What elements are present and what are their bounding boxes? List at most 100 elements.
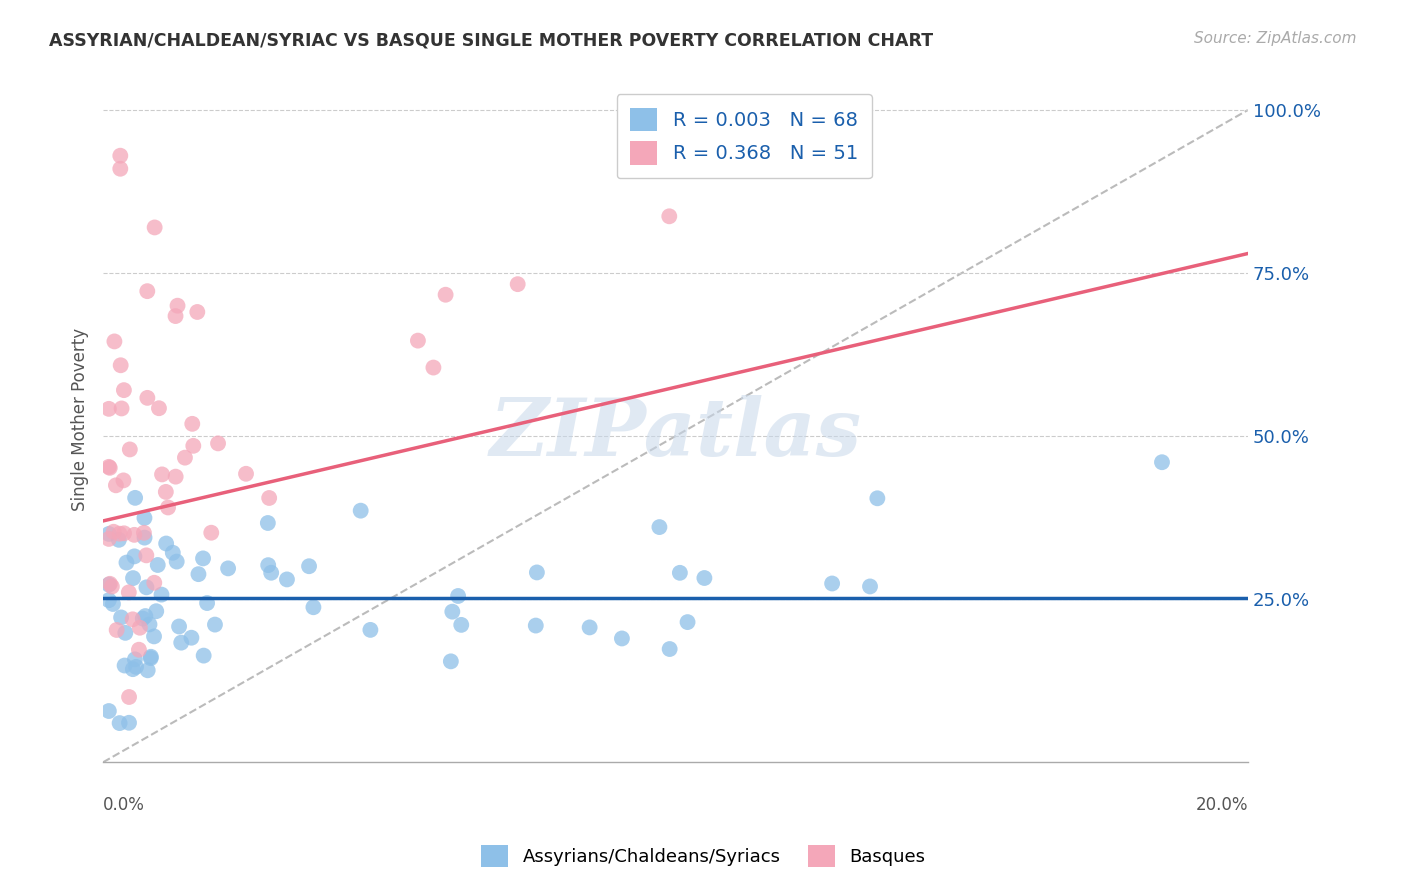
Point bbox=[97, 577, 120, 591]
Point bbox=[103, 524, 125, 539]
Point bbox=[447, 589, 470, 603]
Point bbox=[150, 467, 173, 482]
Point bbox=[658, 642, 681, 657]
Point bbox=[118, 715, 141, 730]
Point bbox=[146, 558, 169, 572]
Point bbox=[298, 559, 321, 574]
Point bbox=[114, 625, 136, 640]
Point bbox=[235, 467, 257, 481]
Point bbox=[97, 532, 120, 546]
Point bbox=[257, 491, 280, 505]
Point bbox=[180, 631, 202, 645]
Point bbox=[122, 571, 145, 585]
Point bbox=[406, 334, 429, 348]
Point bbox=[186, 305, 208, 319]
Point bbox=[422, 360, 444, 375]
Point bbox=[136, 663, 159, 677]
Point bbox=[143, 629, 166, 643]
Text: ZIPatlas: ZIPatlas bbox=[489, 395, 862, 472]
Text: ASSYRIAN/CHALDEAN/SYRIAC VS BASQUE SINGLE MOTHER POVERTY CORRELATION CHART: ASSYRIAN/CHALDEAN/SYRIAC VS BASQUE SINGL… bbox=[49, 31, 934, 49]
Point bbox=[257, 558, 280, 573]
Point bbox=[669, 566, 692, 580]
Point bbox=[108, 533, 131, 547]
Point bbox=[134, 609, 156, 624]
Point bbox=[658, 209, 681, 223]
Legend: R = 0.003   N = 68, R = 0.368   N = 51: R = 0.003 N = 68, R = 0.368 N = 51 bbox=[617, 94, 872, 178]
Point bbox=[165, 469, 187, 483]
Point bbox=[101, 597, 124, 611]
Point bbox=[866, 491, 889, 506]
Point bbox=[434, 287, 457, 301]
Point bbox=[157, 500, 180, 515]
Point bbox=[257, 516, 280, 530]
Point bbox=[134, 511, 156, 525]
Point bbox=[105, 623, 128, 637]
Point bbox=[166, 555, 188, 569]
Text: 0.0%: 0.0% bbox=[103, 797, 145, 814]
Point bbox=[143, 220, 166, 235]
Point bbox=[132, 611, 155, 625]
Point bbox=[821, 576, 844, 591]
Text: Source: ZipAtlas.com: Source: ZipAtlas.com bbox=[1194, 31, 1357, 46]
Point bbox=[118, 690, 141, 704]
Point bbox=[104, 478, 127, 492]
Point bbox=[134, 531, 156, 545]
Point bbox=[155, 484, 177, 499]
Point bbox=[200, 525, 222, 540]
Point bbox=[1150, 455, 1173, 469]
Point bbox=[204, 617, 226, 632]
Point bbox=[526, 566, 548, 580]
Point bbox=[110, 610, 132, 624]
Point bbox=[112, 474, 135, 488]
Point bbox=[524, 618, 547, 632]
Point bbox=[441, 605, 464, 619]
Point bbox=[128, 642, 150, 657]
Point bbox=[136, 391, 159, 405]
Point bbox=[187, 567, 209, 582]
Point bbox=[135, 549, 157, 563]
Point bbox=[506, 277, 529, 292]
Point bbox=[450, 618, 472, 632]
Point bbox=[195, 596, 218, 610]
Point bbox=[110, 161, 132, 176]
Point bbox=[155, 536, 177, 550]
Point bbox=[97, 593, 120, 607]
Point bbox=[693, 571, 716, 585]
Point bbox=[440, 654, 463, 668]
Point bbox=[167, 619, 190, 633]
Point bbox=[174, 450, 197, 465]
Point bbox=[128, 621, 150, 635]
Point bbox=[139, 651, 162, 665]
Point bbox=[217, 561, 239, 575]
Point bbox=[97, 527, 120, 541]
Point bbox=[97, 401, 120, 416]
Point bbox=[191, 551, 214, 566]
Point bbox=[859, 579, 882, 593]
Point bbox=[139, 649, 162, 664]
Point bbox=[118, 585, 141, 599]
Point bbox=[98, 576, 121, 591]
Point bbox=[110, 358, 132, 372]
Point bbox=[101, 580, 124, 594]
Point bbox=[112, 526, 135, 541]
Point bbox=[359, 623, 381, 637]
Point bbox=[121, 612, 143, 626]
Point bbox=[115, 556, 138, 570]
Point bbox=[207, 436, 229, 450]
Point bbox=[124, 549, 146, 564]
Point bbox=[110, 401, 132, 416]
Point bbox=[108, 716, 131, 731]
Point bbox=[162, 546, 184, 560]
Point bbox=[114, 658, 136, 673]
Point bbox=[121, 662, 143, 676]
Point bbox=[350, 503, 373, 517]
Point bbox=[103, 334, 125, 349]
Point bbox=[145, 604, 167, 618]
Point bbox=[166, 299, 188, 313]
Point bbox=[260, 566, 283, 580]
Text: 20.0%: 20.0% bbox=[1195, 797, 1249, 814]
Point bbox=[97, 704, 120, 718]
Point bbox=[118, 442, 141, 457]
Point bbox=[676, 615, 699, 629]
Point bbox=[125, 660, 148, 674]
